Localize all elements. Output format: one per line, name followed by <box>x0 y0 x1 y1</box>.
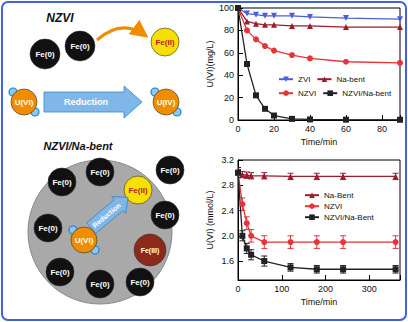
svg-text:1.6: 1.6 <box>221 256 234 266</box>
svg-text:0: 0 <box>235 284 240 294</box>
svg-text:U(VI)(mg/L): U(VI)(mg/L) <box>205 40 215 87</box>
svg-text:20: 20 <box>269 124 279 134</box>
svg-text:NZVI: NZVI <box>324 202 342 211</box>
svg-text:Fe(0): Fe(0) <box>90 168 109 177</box>
svg-text:100: 100 <box>219 3 234 13</box>
svg-text:100: 100 <box>274 284 289 294</box>
svg-text:0: 0 <box>229 115 234 125</box>
svg-text:U(VI) (mmol/L): U(VI) (mmol/L) <box>205 191 215 250</box>
svg-text:Fe(0): Fe(0) <box>90 280 109 289</box>
svg-text:Fe(0): Fe(0) <box>35 50 54 59</box>
svg-text:Fe(II): Fe(II) <box>128 186 147 195</box>
svg-text:Time/min: Time/min <box>301 297 338 307</box>
svg-text:60: 60 <box>341 124 351 134</box>
svg-text:NZVI/Na-bent: NZVI/Na-bent <box>342 89 392 98</box>
svg-text:Fe(0): Fe(0) <box>52 178 71 187</box>
svg-text:U(IV): U(IV) <box>157 98 176 107</box>
svg-text:Fe(III): Fe(III) <box>141 247 160 255</box>
svg-text:80: 80 <box>377 124 387 134</box>
svg-text:Fe(II): Fe(II) <box>155 38 174 47</box>
svg-text:U(VI): U(VI) <box>15 98 34 107</box>
svg-text:Fe(0): Fe(0) <box>70 42 89 51</box>
svg-text:2.4: 2.4 <box>221 206 234 216</box>
svg-text:Na-bent: Na-bent <box>336 75 365 84</box>
svg-text:80: 80 <box>224 25 234 35</box>
svg-text:ZVI: ZVI <box>298 75 310 84</box>
svg-text:60: 60 <box>224 48 234 58</box>
svg-text:Fe(0): Fe(0) <box>50 268 69 277</box>
svg-text:0: 0 <box>235 124 240 134</box>
svg-text:NZVI: NZVI <box>46 11 74 25</box>
svg-text:Fe(0): Fe(0) <box>160 166 179 175</box>
svg-text:NZVI/Na-bent: NZVI/Na-bent <box>43 140 113 152</box>
svg-text:Fe(0): Fe(0) <box>130 278 149 287</box>
svg-text:40: 40 <box>224 70 234 80</box>
svg-text:300: 300 <box>362 284 377 294</box>
svg-text:Na-Bent: Na-Bent <box>324 191 354 200</box>
svg-text:NZVI: NZVI <box>298 89 316 98</box>
svg-text:Fe(0): Fe(0) <box>155 211 174 220</box>
svg-text:U(VI): U(VI) <box>75 236 94 245</box>
svg-text:20: 20 <box>224 93 234 103</box>
svg-text:2.0: 2.0 <box>221 231 234 241</box>
svg-text:Reduction: Reduction <box>64 97 108 107</box>
svg-text:NZVI/Na-Bent: NZVI/Na-Bent <box>324 213 375 222</box>
svg-text:2.8: 2.8 <box>221 180 234 190</box>
svg-text:40: 40 <box>305 124 315 134</box>
svg-text:200: 200 <box>318 284 333 294</box>
svg-text:Fe(0): Fe(0) <box>38 224 57 233</box>
svg-text:3.2: 3.2 <box>221 155 234 165</box>
svg-text:Reduction: Reduction <box>91 202 122 229</box>
svg-text:Time/min: Time/min <box>301 137 338 147</box>
